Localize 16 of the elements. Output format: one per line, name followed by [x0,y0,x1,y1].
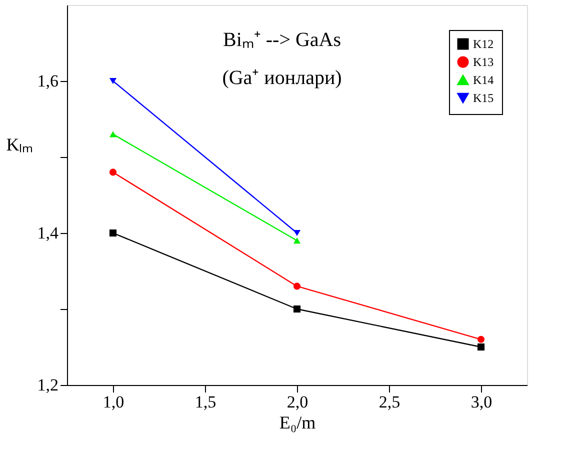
y-tick-label: 1,4 [37,224,59,242]
x-tick-label: 1,5 [194,392,216,412]
text: Biₘ⁺ --> GaAs [222,29,342,51]
x-axis-title: E₀/m [279,412,316,432]
y-tick-label: 1,2 [37,376,58,394]
x-tick-label: 2,5 [378,392,400,412]
legend-label: K12 [473,37,494,51]
x-tick-label: 3,0 [470,392,492,412]
text: (Ga⁺ ионлари) [222,67,342,89]
legend-label: K13 [473,55,494,69]
x-tick-label: 1,0 [102,392,124,412]
y-axis-title: Kₗₘ [6,134,34,154]
legend-label: K14 [473,73,494,87]
x-tick-label: 2,0 [286,392,308,412]
legend-label: K15 [473,91,494,105]
y-tick-label: 1,6 [37,72,58,90]
